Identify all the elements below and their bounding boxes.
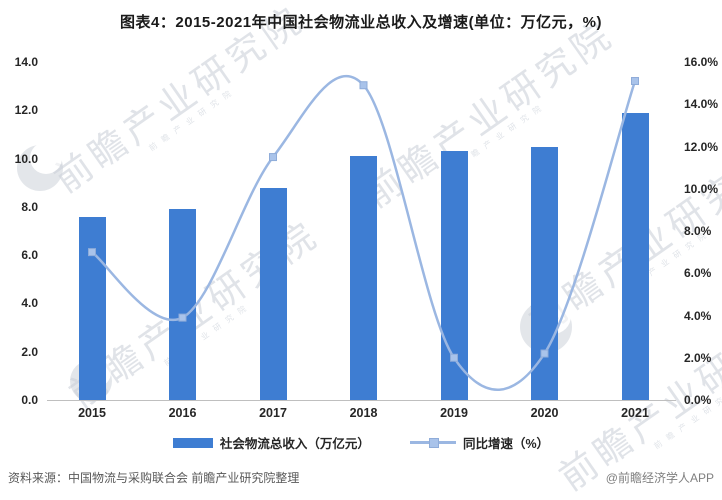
legend-revenue-label: 社会物流总收入（万亿元） — [219, 437, 370, 451]
bar — [350, 156, 377, 400]
y-tick-label-right: 10.0% — [684, 181, 719, 196]
bar — [78, 216, 106, 400]
y-tick-label-right: 6.0% — [684, 266, 712, 281]
bar — [169, 209, 196, 400]
y-tick-label-right: 2.0% — [684, 350, 712, 365]
chart-title: 图表4：2015-2021年中国社会物流业总收入及增速(单位：万亿元，%) — [120, 14, 602, 31]
y-tick-label-left: 2.0 — [21, 344, 38, 359]
line-marker — [88, 248, 96, 257]
legend-item-growth: 同比增速（%） — [409, 433, 550, 452]
bar — [531, 146, 558, 400]
legend-item-revenue: 社会物流总收入（万亿元） — [172, 433, 370, 452]
line-marker — [631, 77, 639, 86]
footer: 资料来源：中国物流与采购联合会 前瞻产业研究院整理 @前瞻经济学人APP — [8, 469, 714, 486]
credit-note: @前瞻经济学人APP — [605, 471, 714, 485]
x-axis-label: 2015 — [78, 406, 106, 420]
x-axis-label: 2017 — [259, 406, 287, 420]
line-marker — [359, 81, 368, 90]
x-axis-label: 2019 — [440, 406, 468, 420]
y-tick-label-left: 0.0 — [21, 393, 38, 407]
x-axis-label: 2018 — [349, 406, 378, 420]
x-axis-label: 2021 — [621, 406, 649, 420]
x-axis-line — [47, 400, 676, 401]
x-axis-label: 2016 — [168, 406, 197, 420]
y-tick-label-left: 12.0 — [14, 103, 38, 118]
x-axis-label: 2020 — [530, 406, 559, 420]
bar — [621, 112, 649, 400]
y-tick-label-left: 8.0 — [21, 199, 38, 214]
legend-bar-swatch-icon — [172, 437, 213, 448]
line-marker — [540, 349, 549, 358]
bar — [259, 187, 287, 400]
growth-line-series — [88, 75, 639, 391]
y-tick-label-left: 4.0 — [21, 296, 38, 311]
y-tick-label-left: 6.0 — [21, 248, 38, 263]
y-tick-label-right: 12.0% — [684, 139, 719, 154]
y-tick-label-left: 10.0 — [14, 151, 38, 166]
y-tick-label-right: 4.0% — [684, 308, 712, 323]
y-tick-label-right: 8.0% — [684, 224, 712, 238]
y-tick-label-left: 14.0 — [14, 55, 38, 69]
line-marker — [178, 313, 187, 322]
legend-line-swatch-icon — [409, 438, 456, 448]
y-tick-label-right: 0.0% — [684, 393, 712, 407]
y-tick-label-right: 14.0% — [684, 97, 719, 112]
y-tick-label-right: 16.0% — [684, 55, 719, 69]
growth-line-path — [90, 75, 637, 391]
line-marker — [450, 353, 458, 362]
legend: 社会物流总收入（万亿元） 同比增速（%） — [0, 433, 722, 452]
line-marker — [269, 153, 277, 162]
source-note: 资料来源：中国物流与采购联合会 前瞻产业研究院整理 — [8, 471, 300, 485]
legend-growth-label: 同比增速（%） — [462, 437, 550, 451]
